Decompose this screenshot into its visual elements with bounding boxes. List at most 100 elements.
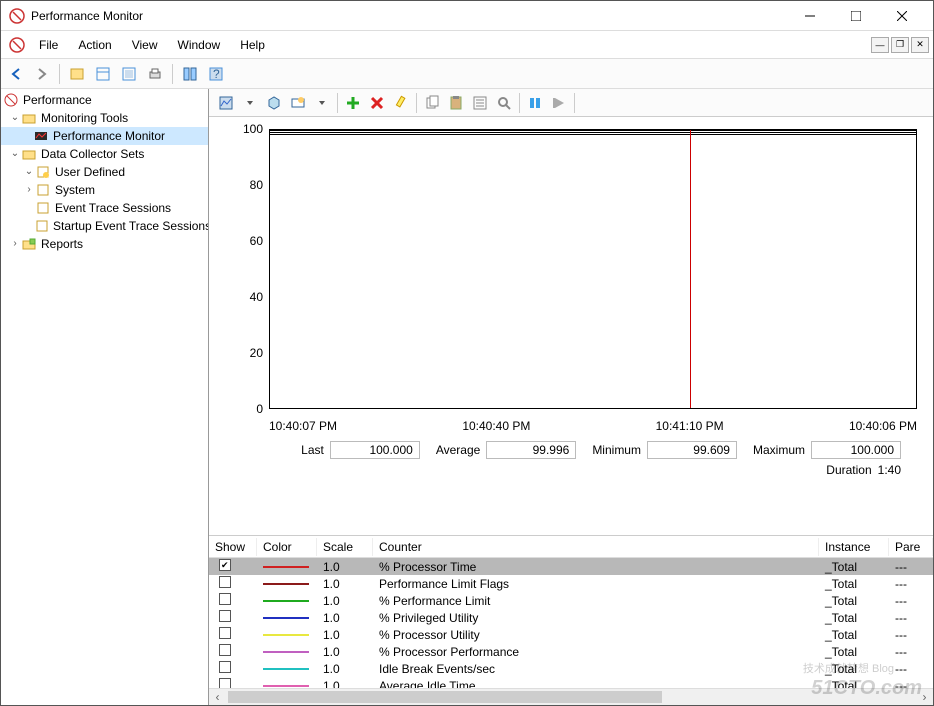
- maximize-button[interactable]: [833, 2, 879, 30]
- chart[interactable]: 100806040200: [269, 129, 917, 417]
- console-tree[interactable]: Performance ⌄ Monitoring Tools Performan…: [1, 89, 209, 705]
- table-row[interactable]: 1.0% Processor Time_Total---: [209, 558, 933, 575]
- x-label: 10:40:07 PM: [269, 419, 337, 433]
- color-cell: [257, 668, 317, 670]
- horizontal-scrollbar[interactable]: ‹ ›: [209, 688, 933, 705]
- tree-perfmon[interactable]: Performance Monitor: [1, 127, 208, 145]
- expander-icon[interactable]: ›: [23, 184, 35, 195]
- menu-action[interactable]: Action: [68, 34, 121, 56]
- close-button[interactable]: [879, 2, 925, 30]
- col-parent[interactable]: Pare: [889, 538, 933, 556]
- table-row[interactable]: 1.0Performance Limit Flags_Total---: [209, 575, 933, 592]
- print-button[interactable]: [144, 63, 166, 85]
- highlight-button[interactable]: [390, 92, 412, 114]
- tree-ets[interactable]: Event Trace Sessions: [1, 199, 208, 217]
- show-checkbox[interactable]: [219, 593, 231, 605]
- chart-area: 100806040200 10:40:07 PM 10:40:40 PM 10:…: [209, 117, 933, 535]
- tree-dcs[interactable]: ⌄ Data Collector Sets: [1, 145, 208, 163]
- max-label: Maximum: [753, 443, 805, 457]
- add-counter-button[interactable]: [342, 92, 364, 114]
- export-button[interactable]: [118, 63, 140, 85]
- show-checkbox[interactable]: [219, 576, 231, 588]
- expander-icon[interactable]: ›: [9, 238, 21, 249]
- duration-label: Duration: [826, 463, 871, 477]
- tree-reports[interactable]: › Reports: [1, 235, 208, 253]
- col-scale[interactable]: Scale: [317, 538, 373, 556]
- svg-text:?: ?: [213, 67, 220, 81]
- col-show[interactable]: Show: [209, 538, 257, 556]
- show-checkbox[interactable]: [219, 559, 231, 571]
- instance-cell: _Total: [819, 577, 889, 591]
- table-row[interactable]: 1.0% Privileged Utility_Total---: [209, 609, 933, 626]
- expander-icon[interactable]: ⌄: [23, 166, 35, 177]
- table-body[interactable]: 1.0% Processor Time_Total---1.0Performan…: [209, 558, 933, 688]
- show-checkbox[interactable]: [219, 661, 231, 673]
- display-dropdown[interactable]: [311, 92, 333, 114]
- menu-view[interactable]: View: [122, 34, 168, 56]
- tree-startup[interactable]: Startup Event Trace Sessions: [1, 217, 208, 235]
- max-value: 100.000: [811, 441, 901, 459]
- tree-root[interactable]: Performance: [1, 91, 208, 109]
- menu-window[interactable]: Window: [168, 34, 231, 56]
- mdi-minimize-button[interactable]: —: [871, 37, 889, 53]
- table-row[interactable]: 1.0% Processor Performance_Total---: [209, 643, 933, 660]
- paste-button[interactable]: [445, 92, 467, 114]
- content-pane: 100806040200 10:40:07 PM 10:40:40 PM 10:…: [209, 89, 933, 705]
- show-checkbox[interactable]: [219, 627, 231, 639]
- view-3d-button[interactable]: [263, 92, 285, 114]
- zoom-button[interactable]: [493, 92, 515, 114]
- duration-value: 1:40: [878, 463, 901, 477]
- menu-help[interactable]: Help: [230, 34, 275, 56]
- mdi-restore-button[interactable]: ❐: [891, 37, 909, 53]
- instance-cell: _Total: [819, 645, 889, 659]
- x-label: 10:41:10 PM: [656, 419, 724, 433]
- menu-file[interactable]: File: [29, 34, 68, 56]
- last-label: Last: [301, 443, 324, 457]
- minimize-button[interactable]: [787, 2, 833, 30]
- col-counter[interactable]: Counter: [373, 538, 819, 556]
- properties-button-2[interactable]: [469, 92, 491, 114]
- table-row[interactable]: 1.0% Performance Limit_Total---: [209, 592, 933, 609]
- performance-icon: [3, 92, 19, 108]
- expander-icon[interactable]: ⌄: [9, 112, 21, 123]
- update-button[interactable]: [548, 92, 570, 114]
- avg-value: 99.996: [486, 441, 576, 459]
- table-row[interactable]: 1.0Average Idle Time_Total---: [209, 677, 933, 688]
- col-instance[interactable]: Instance: [819, 538, 889, 556]
- freeze-button[interactable]: [524, 92, 546, 114]
- table-row[interactable]: 1.0Idle Break Events/sec_Total---: [209, 660, 933, 677]
- display-button[interactable]: [287, 92, 309, 114]
- instance-cell: _Total: [819, 560, 889, 574]
- show-checkbox[interactable]: [219, 644, 231, 656]
- table-row[interactable]: 1.0% Processor Utility_Total---: [209, 626, 933, 643]
- back-button[interactable]: [5, 63, 27, 85]
- properties-button[interactable]: [92, 63, 114, 85]
- scroll-thumb[interactable]: [228, 691, 662, 703]
- tree-userdef[interactable]: ⌄ User Defined: [1, 163, 208, 181]
- forward-button[interactable]: [31, 63, 53, 85]
- mdi-close-button[interactable]: ✕: [911, 37, 929, 53]
- help-button[interactable]: ?: [205, 63, 227, 85]
- view-type-dropdown[interactable]: [239, 92, 261, 114]
- col-color[interactable]: Color: [257, 538, 317, 556]
- show-checkbox[interactable]: [219, 678, 231, 688]
- scale-cell: 1.0: [317, 611, 373, 625]
- y-tick: 60: [250, 234, 263, 248]
- color-cell: [257, 600, 317, 602]
- copy-button[interactable]: [421, 92, 443, 114]
- delete-counter-button[interactable]: [366, 92, 388, 114]
- show-hide-tree-button[interactable]: [66, 63, 88, 85]
- last-value: 100.000: [330, 441, 420, 459]
- table-header: Show Color Scale Counter Instance Pare: [209, 536, 933, 558]
- show-checkbox[interactable]: [219, 610, 231, 622]
- scroll-left-icon[interactable]: ‹: [209, 689, 226, 705]
- refresh-button[interactable]: [179, 63, 201, 85]
- view-graph-button[interactable]: [215, 92, 237, 114]
- color-cell: [257, 634, 317, 636]
- tree-system[interactable]: › System: [1, 181, 208, 199]
- app-icon: [9, 8, 25, 24]
- expander-icon[interactable]: ⌄: [9, 148, 21, 159]
- tree-monitoring[interactable]: ⌄ Monitoring Tools: [1, 109, 208, 127]
- scroll-right-icon[interactable]: ›: [916, 689, 933, 705]
- x-label: 10:40:40 PM: [462, 419, 530, 433]
